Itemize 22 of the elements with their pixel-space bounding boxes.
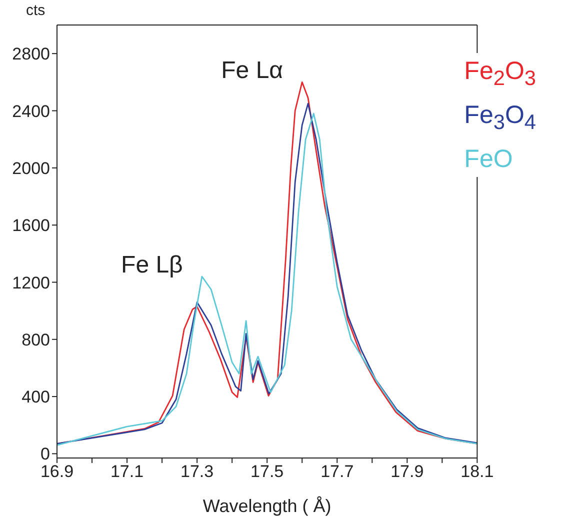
y-axis-title: cts xyxy=(26,2,46,19)
y-tick-label: 2400 xyxy=(12,102,50,121)
x-tick-label: 17.5 xyxy=(250,462,284,482)
x-tick-label: 17.9 xyxy=(390,462,424,482)
y-tick-label: 400 xyxy=(22,388,50,407)
annotation: Fe Lβ xyxy=(121,252,183,279)
x-axis-title: Wavelength ( Å) xyxy=(202,496,332,516)
text: Fe$_{2}$O$_{3}$ xyxy=(464,56,536,92)
x-tick-label: 17.7 xyxy=(320,462,354,482)
text: FeO xyxy=(464,144,514,175)
text: Fe$_{3}$O$_{4}$ xyxy=(464,100,536,136)
y-tick-label: 1600 xyxy=(12,216,50,236)
y-tick-label: 1200 xyxy=(12,273,50,292)
x-tick-label: 17.1 xyxy=(110,462,144,482)
y-tick-label: 0 xyxy=(40,444,50,464)
x-tick-label: 18.1 xyxy=(460,462,494,482)
x-tick-label: 17.3 xyxy=(180,462,214,482)
annotation: Fe Lα xyxy=(221,57,284,84)
y-tick-label: 2800 xyxy=(12,44,50,64)
x-tick-label: 16.9 xyxy=(40,462,74,482)
y-tick-label: 2000 xyxy=(12,158,50,178)
y-tick-label: 800 xyxy=(22,330,50,350)
